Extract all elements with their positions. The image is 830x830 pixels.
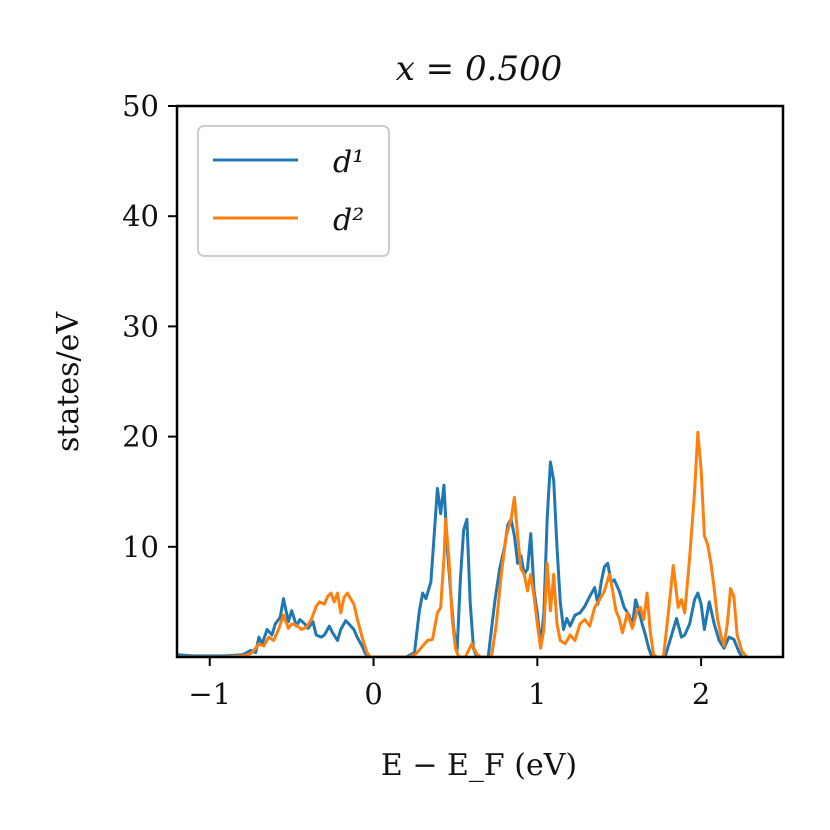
legend: d¹ d² [197, 125, 390, 257]
legend-label-d1: d¹ [333, 145, 364, 180]
chart-title: x = 0.500 [396, 49, 563, 89]
y-tick-label: 10 [122, 530, 159, 564]
y-tick-label: 40 [122, 199, 159, 233]
labels-layer: x = 0.500 E − E_F (eV) states/eV [51, 49, 577, 783]
y-tick-label: 30 [122, 309, 159, 343]
x-tick-label: 1 [528, 677, 546, 711]
x-tick-label: 2 [692, 677, 710, 711]
axes-layer [175, 104, 785, 659]
series-line-d1 [177, 460, 744, 657]
legend-label-d2: d² [333, 203, 364, 238]
y-axis-title: states/eV [51, 311, 86, 452]
x-axis-title: E − E_F (eV) [381, 748, 577, 783]
series-layer [177, 430, 749, 657]
y-tick-label: 50 [122, 89, 159, 123]
ticks-layer: −1 0 1 2 10 20 30 40 50 [122, 89, 710, 711]
x-tick-label: 0 [364, 677, 382, 711]
series-line-d2 [177, 430, 749, 657]
plot-frame [175, 104, 785, 659]
x-tick-label: −1 [188, 677, 231, 711]
y-tick-label: 20 [122, 420, 159, 454]
